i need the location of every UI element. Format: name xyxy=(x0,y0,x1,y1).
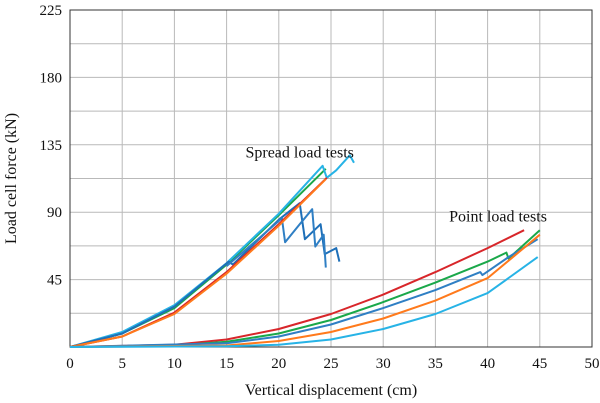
y-axis-label: Load cell force (kN) xyxy=(3,113,20,244)
y-tick-label: 135 xyxy=(40,138,63,154)
y-tick-label: 90 xyxy=(47,205,62,221)
x-tick-label: 10 xyxy=(167,356,182,372)
grid xyxy=(69,10,593,347)
series-lines xyxy=(69,154,541,348)
series-line-spread-0 xyxy=(69,168,327,348)
x-tick-label: 5 xyxy=(118,356,126,372)
series-line-spread-3 xyxy=(225,208,327,268)
x-tick-label: 15 xyxy=(219,356,234,372)
x-tick-label: 35 xyxy=(428,356,443,372)
y-tick-label: 225 xyxy=(40,3,63,19)
x-tick-label: 20 xyxy=(271,356,286,372)
series-line-point-10 xyxy=(69,256,539,348)
x-tick-label: 25 xyxy=(324,356,339,372)
series-line-spread-5 xyxy=(69,178,327,348)
plot-area-frame xyxy=(69,9,593,348)
series-line-point-6 xyxy=(69,229,525,348)
tick-labels: 0 5 10 15 20 25 30 35 40 45 50 45 90 135 180 225 xyxy=(40,3,600,372)
y-tick-label: 45 xyxy=(47,273,62,289)
x-axis-label: Vertical displacement (cm) xyxy=(245,382,417,399)
x-tick-label: 30 xyxy=(376,356,391,372)
series-line-spread-1 xyxy=(69,154,355,348)
annotation-point-load-tests: Point load tests xyxy=(449,209,547,226)
y-tick-label: 180 xyxy=(40,70,63,86)
x-tick-label: 0 xyxy=(66,356,74,372)
series-line-spread-2 xyxy=(69,202,341,348)
series-line-point-8 xyxy=(69,238,539,348)
annotation-spread-load-tests: Spread load tests xyxy=(245,144,353,161)
x-tick-label: 50 xyxy=(585,356,600,372)
x-tick-label: 45 xyxy=(532,356,547,372)
x-tick-label: 40 xyxy=(480,356,495,372)
series-line-point-9 xyxy=(69,233,541,348)
